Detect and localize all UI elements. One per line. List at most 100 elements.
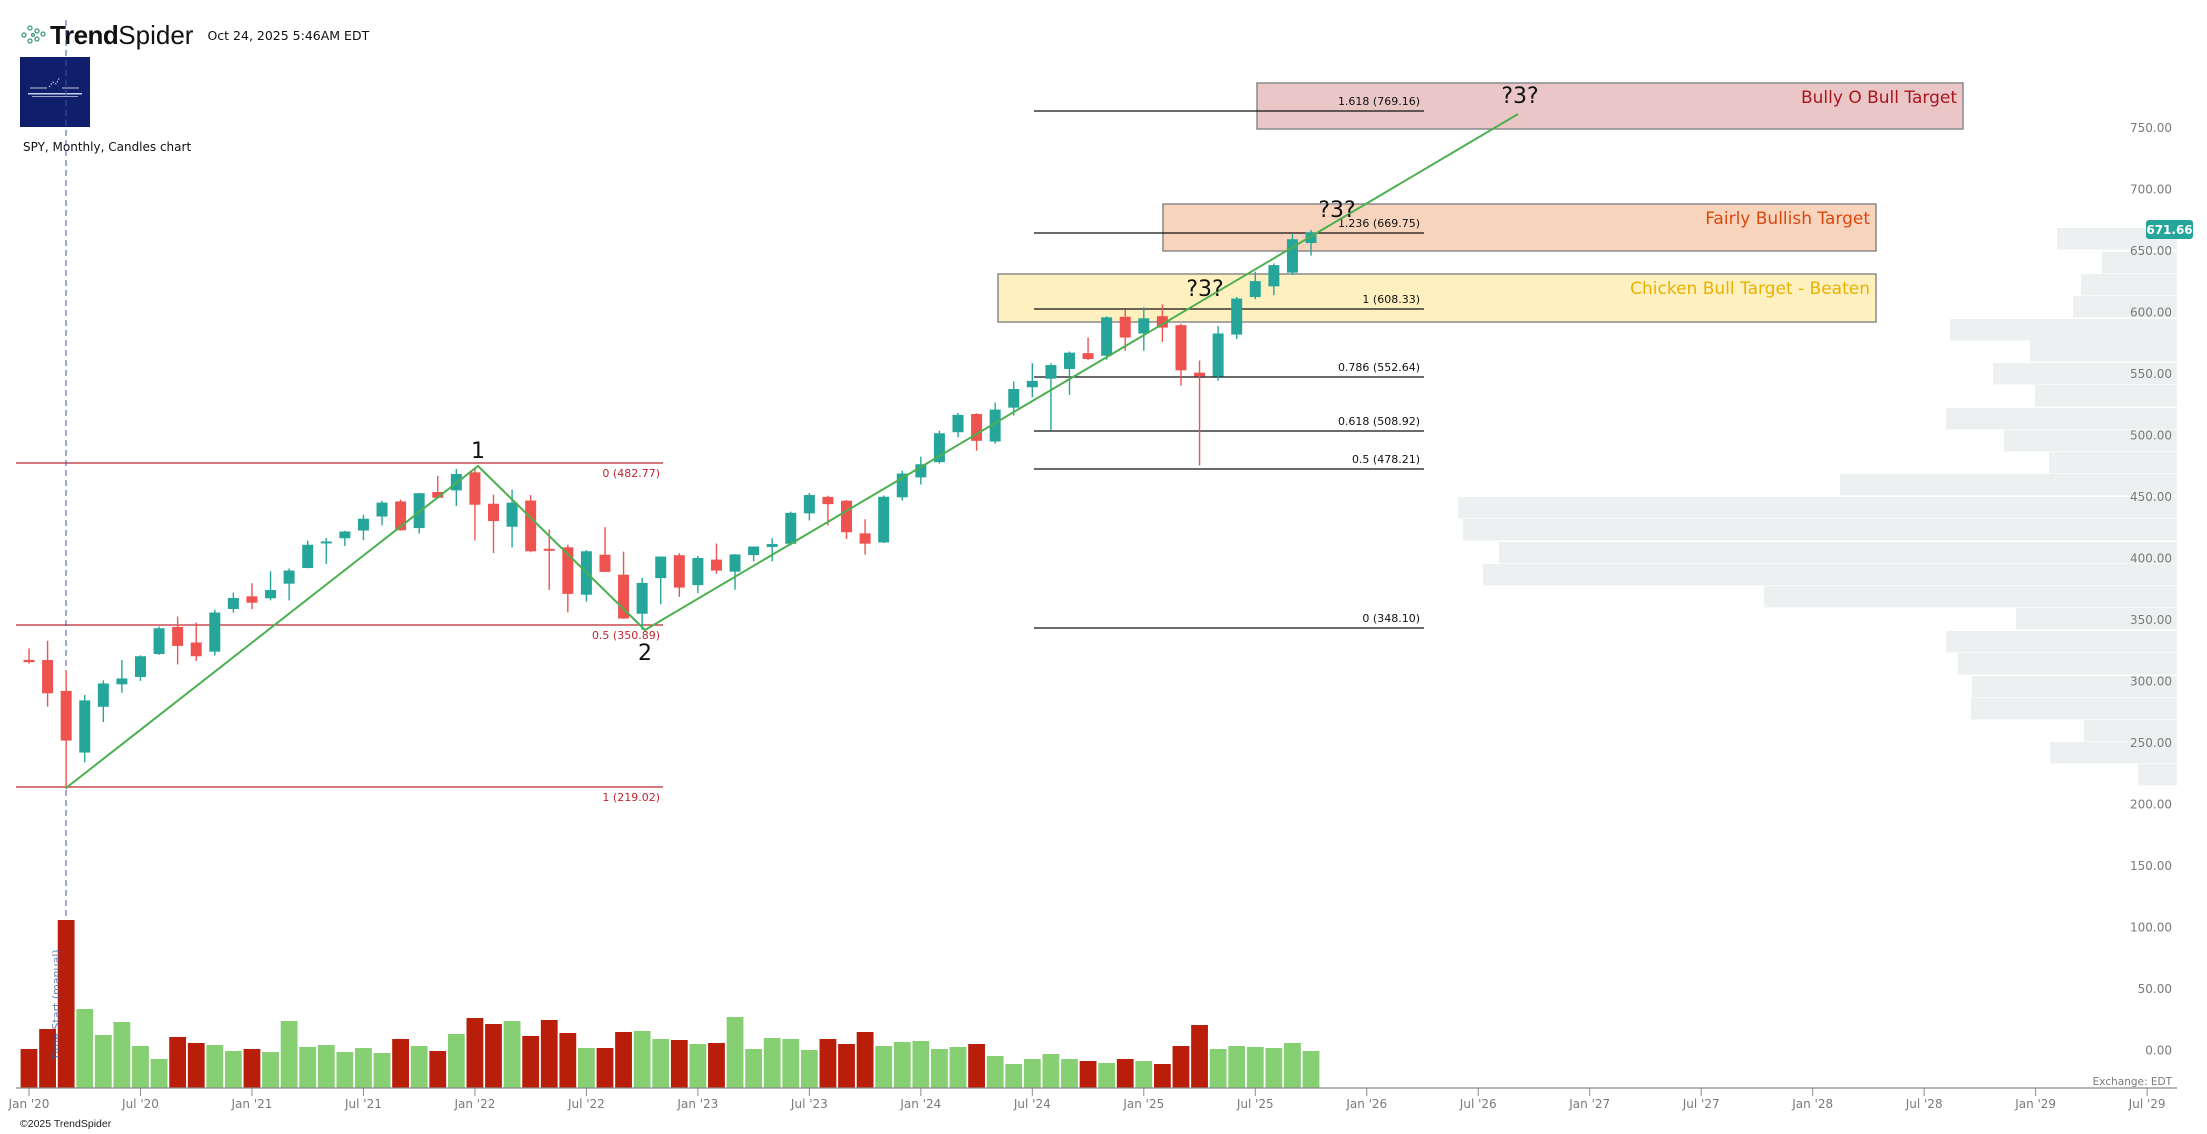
target-box[interactable]: Fairly Bullish Target: [1162, 203, 1877, 252]
candle: [729, 554, 741, 590]
trendspider-logo-icon: [21, 25, 46, 44]
volume-bar: [578, 1048, 595, 1088]
candle: [952, 413, 964, 438]
candle: [246, 583, 258, 610]
volume-bar: [1265, 1048, 1283, 1088]
candle: [1026, 363, 1038, 398]
y-axis-tick-label: 700.00: [2130, 183, 2172, 197]
candle: [209, 609, 221, 656]
volume-bar: [708, 1043, 725, 1088]
target-box-rect[interactable]: [1256, 82, 1964, 130]
candle: [227, 592, 239, 613]
volume-profile-row: [1972, 676, 2177, 698]
volume-bar: [429, 1051, 447, 1088]
y-axis-tick-label: 200.00: [2130, 798, 2172, 812]
volume-axis-label: Time Start (manual): [50, 949, 63, 1061]
volume-bar: [20, 1049, 38, 1088]
x-axis-tick-label: Jul '20: [121, 1097, 159, 1111]
volume-bar: [206, 1045, 224, 1088]
x-axis-tick-label: Jan '26: [1345, 1097, 1387, 1111]
volume-profile-row: [2004, 430, 2177, 452]
volume-profile-row: [2073, 296, 2177, 318]
volume-profile-row: [2050, 742, 2177, 764]
x-axis-tick-label: Jul '21: [344, 1097, 382, 1111]
volume-bar: [392, 1039, 409, 1088]
candle: [543, 529, 555, 590]
target-box-label: Bully O Bull Target: [1801, 88, 1957, 108]
target-box[interactable]: Chicken Bull Target - Beaten: [997, 273, 1877, 323]
y-axis-tick-label: 250.00: [2130, 736, 2172, 750]
candle: [432, 475, 444, 499]
time-axis[interactable]: Jan '20 Jul '20 Jan '21 Jul '21 Jan '22 Jul '…: [8, 1087, 2177, 1111]
volume-bar: [540, 1020, 558, 1088]
fib-level-label: 1 (219.02): [602, 791, 660, 804]
volume-profile-row: [2035, 385, 2177, 407]
volume-profile: [1458, 228, 2177, 786]
volume-bar: [689, 1044, 707, 1088]
candle: [116, 660, 128, 693]
volume-bar: [745, 1049, 763, 1088]
candle: [172, 616, 184, 665]
volume-bar: [373, 1053, 391, 1088]
x-axis-tick-label: Jul '24: [1013, 1097, 1051, 1111]
candle: [283, 568, 295, 601]
volume-profile-row: [1499, 542, 2177, 564]
fib-extension-label: 0 (348.10): [1362, 612, 1420, 625]
volume-profile-row: [2081, 274, 2177, 296]
y-axis-tick-label: 50.00: [2138, 982, 2172, 996]
volume-bar: [447, 1034, 465, 1088]
volume-bar: [57, 920, 75, 1088]
fib-extension-label: 0.618 (508.92): [1338, 415, 1420, 428]
x-axis-tick-label: Jul '25: [1236, 1097, 1274, 1111]
candle: [1101, 316, 1113, 360]
volume-bar: [819, 1039, 837, 1088]
volume-profile-row: [1993, 363, 2177, 385]
candle: [23, 648, 35, 664]
x-axis-tick-label: Jul '28: [1905, 1097, 1943, 1111]
x-axis-tick-label: Jan '29: [2014, 1097, 2056, 1111]
candle: [525, 495, 537, 553]
candle: [710, 543, 722, 574]
brand-name-light: Spider: [118, 19, 194, 50]
x-axis-tick-label: Jul '23: [790, 1097, 828, 1111]
volume-bar: [559, 1033, 577, 1088]
x-axis-tick-label: Jan '25: [1122, 1097, 1164, 1111]
fib-extension-label: 0.786 (552.64): [1338, 361, 1420, 374]
fib-level-label: 0.5 (350.89): [592, 629, 660, 642]
x-axis-tick-label: Jan '23: [676, 1097, 718, 1111]
volume-bar: [856, 1032, 874, 1088]
target-box-rect[interactable]: [1162, 203, 1877, 252]
candle: [971, 413, 983, 451]
candle: [42, 640, 54, 707]
volume-bar: [113, 1022, 131, 1088]
candle: [488, 494, 499, 553]
volume-bar: [875, 1046, 893, 1088]
candle: [1268, 263, 1280, 296]
wave-labels: 1 2 ?3? ?3? ?3?: [471, 84, 1539, 666]
volume-bar: [633, 1031, 651, 1088]
volume-bar: [838, 1044, 855, 1088]
y-axis-tick-label: 300.00: [2130, 675, 2172, 689]
y-axis-tick-label: 350.00: [2130, 613, 2172, 627]
watermark-logo-icon: [28, 76, 82, 97]
volume-bar: [1116, 1059, 1134, 1088]
target-box[interactable]: Bully O Bull Target: [1256, 82, 1964, 130]
candle: [153, 626, 165, 655]
y-axis-tick-label: 0.00: [2145, 1044, 2172, 1058]
candle: [302, 540, 314, 569]
wave-label: ?3?: [1318, 198, 1355, 223]
price-axis[interactable]: 750.00 700.00 650.00 600.00 550.00 500.00 450.…: [2130, 121, 2172, 1058]
volume-bar: [317, 1045, 335, 1088]
volume-profile-row: [1950, 319, 2177, 341]
volume-bar: [1135, 1061, 1153, 1088]
x-axis-tick-label: Jul '27: [1682, 1097, 1720, 1111]
volume-bar: [782, 1039, 800, 1088]
volume-profile-row: [2138, 764, 2177, 786]
candle: [79, 695, 91, 763]
candle: [785, 511, 797, 546]
candle: [1119, 309, 1131, 351]
wave-trend-line[interactable]: [65, 113, 1519, 789]
wave-trend-lines[interactable]: [65, 113, 1519, 789]
candle: [320, 538, 332, 564]
